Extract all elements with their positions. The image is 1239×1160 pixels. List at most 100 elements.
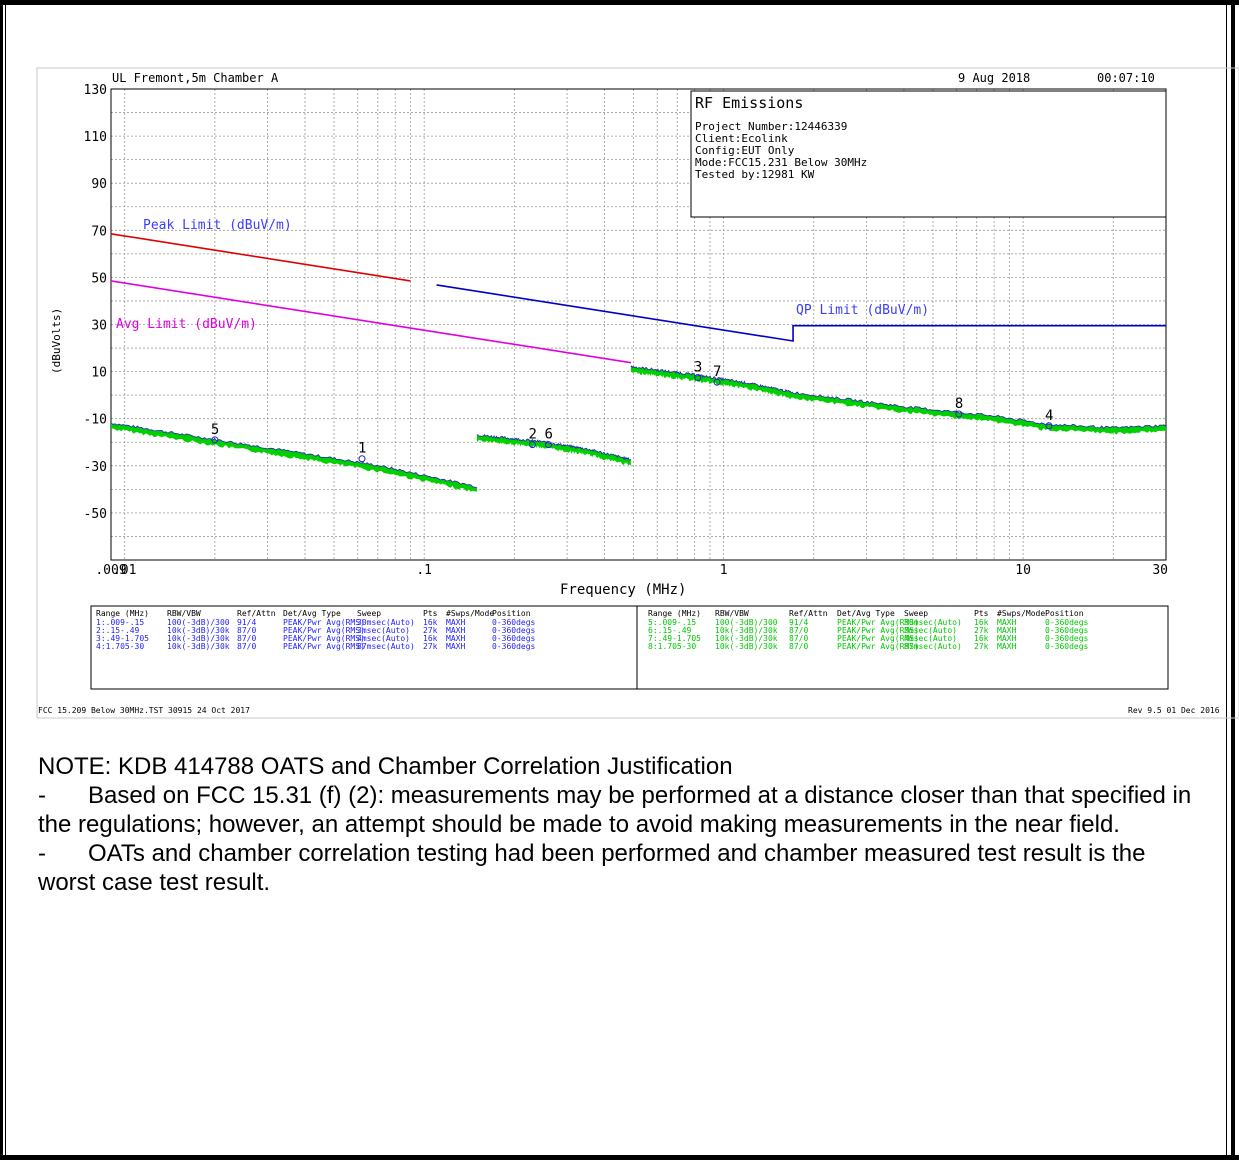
table-cell: 91/4 (237, 618, 256, 627)
marker-point (694, 373, 702, 381)
marker-label: 6 (544, 427, 552, 443)
table-cell: 16k (974, 634, 989, 643)
table-cell: 87msec(Auto) (357, 642, 415, 651)
table-header-cell: Det/Avg Type (283, 609, 341, 618)
table-header-cell: Pts (423, 609, 438, 618)
marker-label: 8 (955, 396, 963, 412)
marker-point (713, 378, 721, 386)
marker-point (529, 441, 537, 449)
frame-bottom-rule (0, 1155, 1239, 1160)
table-cell: 8:1.705-30 (648, 642, 696, 651)
limit-lines (110, 233, 1166, 364)
table-cell: 0-360degs (492, 618, 536, 627)
table-cell: 0-360degs (1045, 626, 1089, 635)
table-cell: 3msec(Auto) (357, 626, 410, 635)
table-cell: 10k(-3dB)/30k (715, 634, 778, 643)
trace-band (476, 434, 631, 466)
table-cell: PEAK/Pwr Avg(RMS) (283, 634, 365, 643)
marker-point (955, 410, 963, 418)
table-cell: 87/0 (789, 642, 808, 651)
x-tick-label: .1 (416, 563, 432, 578)
table-cell: 3msec(Auto) (904, 626, 957, 635)
table-cell: 87msec(Auto) (904, 642, 962, 651)
table-cell: 87/0 (789, 626, 808, 635)
note-bullet-2-text: OATs and chamber correlation testing had… (38, 840, 1146, 896)
table-cell: 100(-3dB)/300 (715, 618, 778, 627)
marker-point (1045, 422, 1053, 430)
table-cell: 87/0 (237, 642, 256, 651)
table-cell: 3:.49-1.705 (96, 634, 149, 643)
y-tick-label: 70 (91, 224, 107, 239)
table-header-cell: Sweep (904, 609, 928, 618)
trace-markers: 1 2 6 3 7 5 8 4 (211, 359, 1053, 463)
note-bullet-1-text: Based on FCC 15.31 (f) (2): measurements… (38, 782, 1192, 838)
frame-top-rule (0, 0, 1239, 5)
settings-table-border (90, 605, 1169, 690)
y-tick-label: 30 (91, 319, 107, 334)
table-cell: MAXH (997, 634, 1016, 643)
info-line-tester: Tested by:12981 KW (695, 168, 815, 181)
table-cell: 7:.49-1.705 (648, 634, 701, 643)
table-cell: 27k (423, 642, 438, 651)
table-cell: 0-360degs (492, 642, 536, 651)
table-cell: PEAK/Pwr Avg(RMS) (837, 618, 919, 627)
table-cell: 10k(-3dB)/30k (167, 634, 230, 643)
info-line-config: Config:EUT Only (695, 144, 795, 157)
table-header-cell: Range (MHz) (648, 609, 701, 618)
table-cell: 91/4 (789, 618, 808, 627)
marker-label: 5 (211, 422, 219, 438)
table-cell: 4msec(Auto) (904, 634, 957, 643)
table-cell: 10k(-3dB)/30k (715, 626, 778, 635)
date-label: 9 Aug 2018 (958, 71, 1030, 85)
table-cell: 5:.009-.15 (648, 618, 696, 627)
bullet-dash: - (38, 840, 46, 867)
table-cell: 0-360degs (1045, 634, 1089, 643)
marker-point (211, 436, 219, 444)
x-tick-label: .01 (113, 563, 136, 578)
frame-left-rule (0, 0, 3, 1160)
y-tick-label: -50 (84, 507, 107, 522)
note-bullet-2: - OATs and chamber correlation testing ha… (38, 839, 1203, 897)
table-cell: MAXH (997, 642, 1016, 651)
table-cell: 2:.15-.49 (96, 626, 140, 635)
table-cell: 87/0 (237, 634, 256, 643)
table-cell: PEAK/Pwr Avg(RMS) (283, 642, 365, 651)
table-cell: 0-360degs (1045, 642, 1089, 651)
trace-peak-edge (476, 433, 632, 461)
table-cell: PEAK/Pwr Avg(RMS) (283, 626, 365, 635)
table-cell: 87/0 (789, 634, 808, 643)
table-cell: 10k(-3dB)/30k (167, 642, 230, 651)
settings-table: Range (MHz) Range (MHz) RBW/VBW RBW/VBW Ref/… (96, 609, 1089, 651)
note-heading: NOTE: KDB 414788 OATS and Chamber Correl… (38, 753, 733, 780)
table-header-cell: Sweep (357, 609, 381, 618)
table-cell: 27k (423, 626, 438, 635)
footer-left: FCC 15.209 Below 30MHz.TST 30915 24 Oct … (38, 706, 250, 715)
table-header-cell: Pts (974, 609, 989, 618)
limit-line (436, 284, 1166, 342)
x-tick-label: 30 (1152, 563, 1168, 578)
emission-traces (110, 365, 1167, 492)
marker-label: 2 (529, 427, 537, 443)
y-tick-label: -30 (84, 460, 107, 475)
emissions-chart: 1 2 6 3 7 5 8 4 UL Fremont,5m Chamber A 9 Aug 2… (36, 67, 1239, 719)
info-line-client: Client:Ecolink (695, 132, 788, 145)
table-cell: 6:.15-.49 (648, 626, 692, 635)
y-tick-label: 50 (91, 271, 107, 286)
trace-peak-edge (630, 365, 794, 394)
y-tick-label: 110 (84, 130, 107, 145)
table-cell: 1:.009-.15 (96, 618, 144, 627)
table-cell: MAXH (997, 618, 1016, 627)
info-line-project: Project Number:12446339 (695, 120, 847, 133)
table-cell: PEAK/Pwr Avg(RMS) (837, 634, 919, 643)
x-tick-label: 1 (720, 563, 728, 578)
y-tick-label: 130 (84, 83, 107, 98)
table-cell: PEAK/Pwr Avg(RMS) (283, 618, 365, 627)
table-cell: 4msec(Auto) (357, 634, 410, 643)
limit-line (110, 233, 411, 282)
y-tick-label: -10 (84, 413, 107, 428)
table-cell: 87/0 (237, 626, 256, 635)
trace-band (793, 391, 1166, 435)
table-cell: MAXH (446, 626, 465, 635)
table-cell: 10k(-3dB)/30k (715, 642, 778, 651)
info-box (690, 90, 1167, 218)
